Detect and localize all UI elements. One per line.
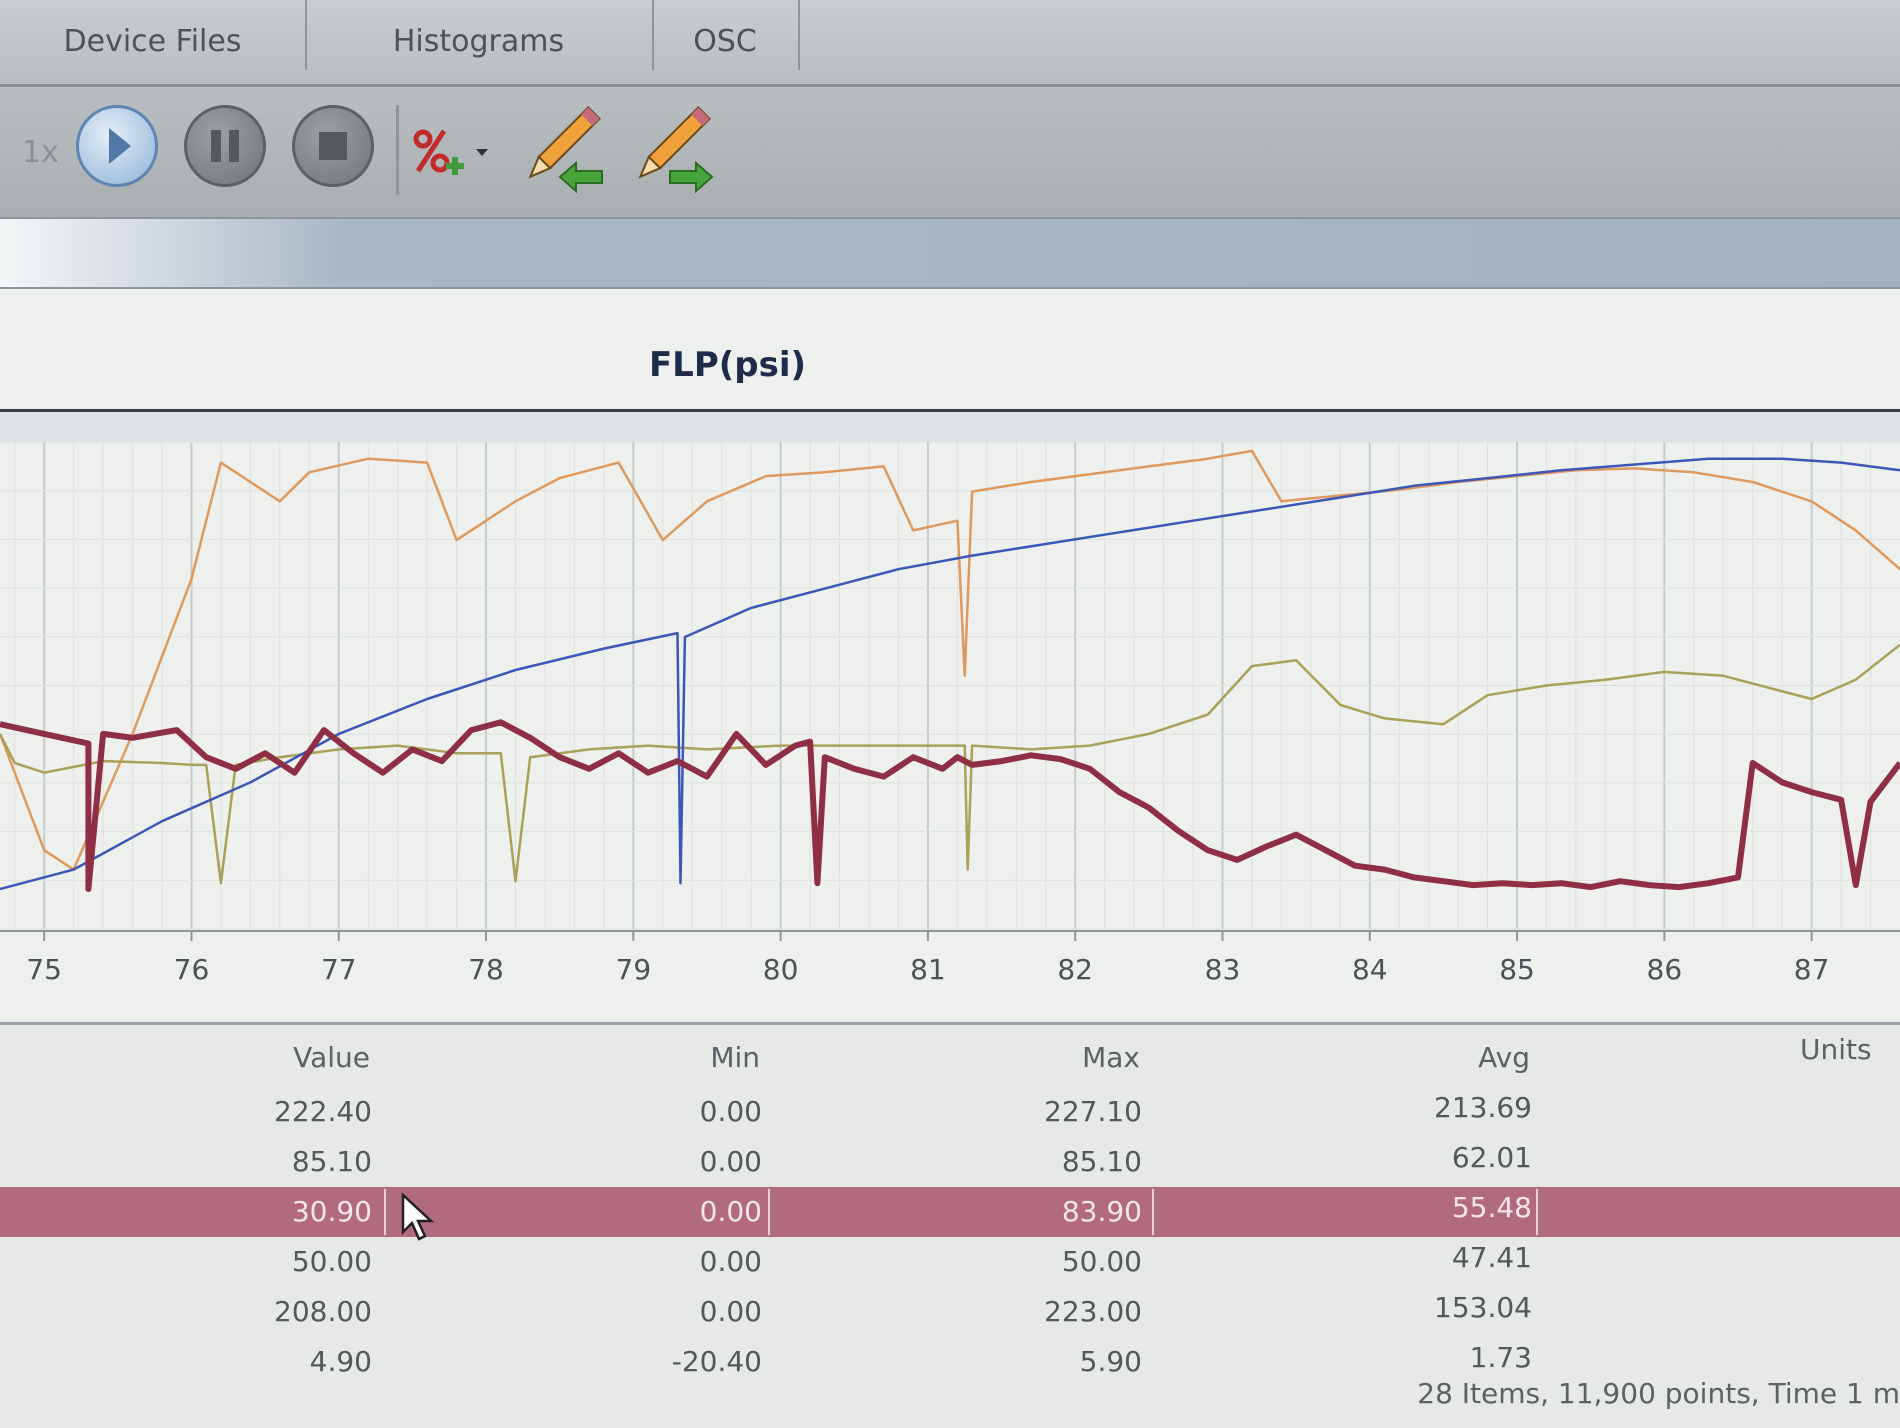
cell-value: 4.90 <box>309 1345 372 1378</box>
x-tick-label: 77 <box>321 953 357 986</box>
cell-max: 227.10 <box>1044 1095 1142 1128</box>
cell-max: 85.10 <box>1061 1145 1142 1178</box>
cell-avg: 213.69 <box>1434 1091 1532 1124</box>
cell-value: 50.00 <box>291 1245 372 1278</box>
cell-divider <box>1536 1189 1538 1235</box>
cell-min: 0.00 <box>699 1295 762 1328</box>
cell-max: 223.00 <box>1044 1295 1142 1328</box>
header-units[interactable]: Units <box>1800 1033 1872 1066</box>
header-avg[interactable]: Avg <box>1478 1041 1530 1074</box>
cell-min: 0.00 <box>699 1095 762 1128</box>
table-row-selected[interactable]: 30.90 0.00 83.90 55.48 <box>0 1187 1900 1237</box>
tab-osc[interactable]: OSC <box>652 0 800 70</box>
cell-divider <box>1152 1189 1154 1235</box>
cell-value: 208.00 <box>274 1295 372 1328</box>
x-tick-label: 81 <box>910 953 946 986</box>
cell-min: 0.00 <box>699 1195 762 1228</box>
chart-grid <box>0 441 1900 930</box>
x-tick-label: 86 <box>1647 953 1683 986</box>
x-tick-label: 75 <box>26 953 62 986</box>
tab-device-files[interactable]: Device Files <box>0 0 307 70</box>
pencil-left-icon <box>528 105 603 194</box>
pencil-right-button[interactable] <box>620 97 720 197</box>
play-button[interactable] <box>76 105 158 187</box>
add-percent-button[interactable] <box>412 125 492 185</box>
stop-icon <box>319 132 347 160</box>
chart-top-shade <box>0 412 1900 442</box>
mouse-cursor-icon <box>401 1192 435 1241</box>
x-tick-label: 84 <box>1352 953 1388 986</box>
table-row[interactable]: 50.00 0.00 50.00 47.41 <box>0 1237 1900 1287</box>
playback-speed[interactable]: 1x <box>22 135 59 170</box>
series-line-2 <box>0 449 1900 871</box>
section-header-band <box>0 219 1900 289</box>
cell-min: 0.00 <box>699 1245 762 1278</box>
cell-divider <box>768 1189 770 1235</box>
x-tick-label: 82 <box>1057 953 1093 986</box>
chart-top-border <box>0 409 1900 412</box>
play-icon <box>109 128 131 164</box>
x-tick-label: 76 <box>174 953 210 986</box>
tab-bar: Device Files Histograms OSC <box>0 0 1900 87</box>
series-line-3 <box>0 643 1900 885</box>
cell-divider <box>384 1189 386 1235</box>
channel-table: Value Min Max Avg Units 222.40 0.00 227.… <box>0 1022 1900 1428</box>
status-text: 28 Items, 11,900 points, Time 1 m <box>1417 1377 1900 1410</box>
cell-value: 30.90 <box>291 1195 372 1228</box>
x-tick-label: 79 <box>616 953 652 986</box>
x-tick-label: 87 <box>1794 953 1830 986</box>
pencil-right-icon <box>638 105 714 194</box>
playback-toolbar: 1x <box>0 87 1900 219</box>
chart-series <box>0 449 1900 892</box>
stop-button[interactable] <box>292 105 374 187</box>
chart-panel: FLP(psi) 75 76 77 78 79 80 81 82 83 84 85 86 87 <box>0 289 1900 1019</box>
table-row[interactable]: 222.40 0.00 227.10 213.69 <box>0 1087 1900 1137</box>
table-row[interactable]: 208.00 0.00 223.00 153.04 <box>0 1287 1900 1337</box>
x-tick-label: 85 <box>1499 953 1535 986</box>
x-axis-ticks: 75 76 77 78 79 80 81 82 83 84 85 86 87 <box>26 931 1829 986</box>
add-percent-icon <box>413 129 488 175</box>
cell-avg: 47.41 <box>1451 1241 1532 1274</box>
series-line-1 <box>0 457 1900 891</box>
series-line-0 <box>0 719 1900 892</box>
header-value[interactable]: Value <box>293 1041 370 1074</box>
x-tick-label: 80 <box>763 953 799 986</box>
tab-histograms[interactable]: Histograms <box>305 0 654 70</box>
flp-chart[interactable]: 75 76 77 78 79 80 81 82 83 84 85 86 87 <box>0 289 1900 1019</box>
x-tick-label: 83 <box>1205 953 1241 986</box>
cell-value: 222.40 <box>274 1095 372 1128</box>
cell-max: 5.90 <box>1079 1345 1142 1378</box>
table-row[interactable]: 4.90 -20.40 5.90 1.73 <box>0 1337 1900 1387</box>
x-tick-label: 78 <box>468 953 504 986</box>
header-min[interactable]: Min <box>710 1041 760 1074</box>
cell-max: 50.00 <box>1061 1245 1142 1278</box>
cell-min: 0.00 <box>699 1145 762 1178</box>
toolbar-separator <box>396 105 399 195</box>
cell-avg: 62.01 <box>1451 1141 1532 1174</box>
chart-title: FLP(psi) <box>648 345 807 385</box>
header-max[interactable]: Max <box>1082 1041 1140 1074</box>
pause-button[interactable] <box>184 105 266 187</box>
cell-avg: 153.04 <box>1434 1291 1532 1324</box>
pause-icon <box>211 130 239 162</box>
cell-value: 85.10 <box>291 1145 372 1178</box>
cell-max: 83.90 <box>1061 1195 1142 1228</box>
cell-min: -20.40 <box>671 1345 762 1378</box>
table-row[interactable]: 85.10 0.00 85.10 62.01 <box>0 1137 1900 1187</box>
cell-avg: 1.73 <box>1469 1341 1532 1374</box>
cell-avg: 55.48 <box>1451 1191 1532 1224</box>
pencil-left-button[interactable] <box>510 97 610 197</box>
